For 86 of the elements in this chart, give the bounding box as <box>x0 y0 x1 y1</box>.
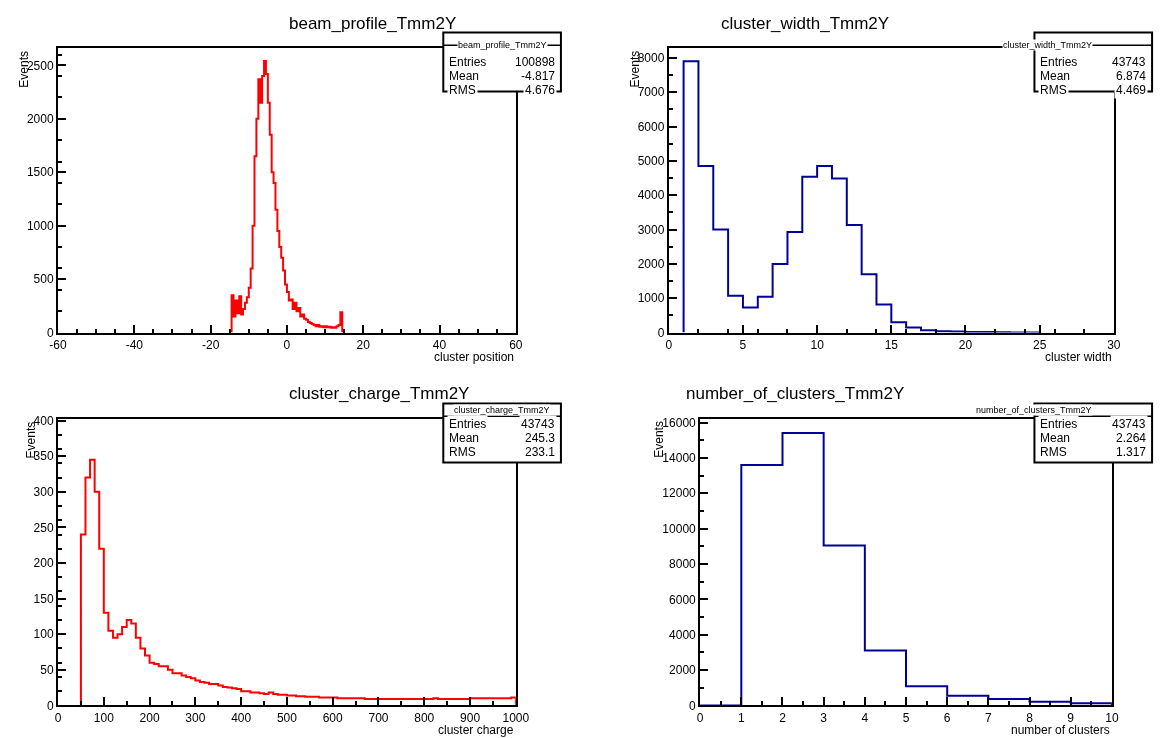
y-tick-label: 200 <box>33 556 54 571</box>
y-tick-label: 0 <box>46 698 54 713</box>
text: Mean 2.264 <box>1040 431 1147 445</box>
y-tick-label: 12000 <box>662 486 697 501</box>
x-tick-label: 2 <box>779 710 787 725</box>
x-tick-label: -40 <box>125 337 144 352</box>
x-tick-label: 700 <box>368 710 389 725</box>
text: Mean 245.3 <box>449 431 556 445</box>
x-tick-label: 10 <box>810 337 825 352</box>
x-tick-label: 3 <box>820 710 828 725</box>
x-tick-label: 15 <box>884 337 899 352</box>
x-tick-label: 1 <box>737 710 745 725</box>
y-tick-label: 0 <box>689 698 697 713</box>
y-tick-label: 6000 <box>669 592 697 607</box>
x-tick-label: 600 <box>322 710 344 725</box>
y-tick-label: 250 <box>33 520 54 535</box>
x-tick-label: 100 <box>93 710 115 725</box>
x-tick-label: 9 <box>1067 710 1075 725</box>
x-tick-label: 60 <box>509 337 523 352</box>
y-tick-label: 100 <box>33 627 54 642</box>
y-tick-label: 2000 <box>669 663 697 678</box>
y-tick-label: 0 <box>657 325 665 340</box>
text: RMS 4.676 <box>449 83 556 97</box>
text: RMS 1.317 <box>1040 445 1147 459</box>
y-tick-label: 8000 <box>669 557 697 572</box>
y-tick-label: 500 <box>33 272 54 287</box>
x-tick-label: 1000 <box>502 710 530 725</box>
y-tick-label: 1500 <box>26 165 54 180</box>
x-axis-title: cluster position <box>434 350 515 364</box>
y-tick-label: 5000 <box>637 154 665 169</box>
text: Entries 43743 <box>1040 417 1146 431</box>
y-tick-label: 1000 <box>637 291 665 306</box>
x-tick-label: -20 <box>201 337 220 352</box>
chart-title: cluster_width_Tmm2Y <box>721 14 890 33</box>
x-tick-label: 900 <box>460 710 481 725</box>
x-tick-label: 25 <box>1032 337 1047 352</box>
x-tick-label: 7 <box>985 710 993 725</box>
x-tick-label: 10 <box>1105 710 1119 725</box>
x-tick-label: -60 <box>49 337 68 352</box>
x-tick-label: 20 <box>356 337 371 352</box>
y-tick-label: 3000 <box>637 222 665 237</box>
x-tick-label: 200 <box>139 710 160 725</box>
text: RMS 233.1 <box>449 445 556 459</box>
y-tick-label: 4000 <box>669 627 697 642</box>
x-tick-label: 300 <box>185 710 206 725</box>
text: Entries 43743 <box>449 417 555 431</box>
annotation: beam_profile_Tmm2Y <box>458 40 547 50</box>
x-tick-label: 20 <box>958 337 973 352</box>
text: Entries 100898 <box>449 55 556 69</box>
text: number_of_clusters_Tmm2Y <box>976 405 1092 415</box>
x-tick-label: 0 <box>283 337 291 352</box>
text: Mean -4.817 <box>449 69 556 83</box>
text: Mean 6.874 <box>1040 69 1147 83</box>
y-tick-label: 14000 <box>662 451 697 466</box>
text: RMS 4.469 <box>1040 83 1147 97</box>
chart-title: beam_profile_Tmm2Y <box>289 14 457 33</box>
x-tick-label: 4 <box>861 710 869 725</box>
y-tick-label: 2000 <box>26 112 54 127</box>
x-tick-label: 6 <box>943 710 951 725</box>
annotation: cluster_width_Tmm2Y <box>1003 40 1093 50</box>
x-tick-label: 40 <box>432 337 447 352</box>
x-tick-label: 5 <box>739 337 747 352</box>
y-tick-label: 4000 <box>637 188 665 203</box>
x-axis-title: number of clusters <box>1011 723 1110 737</box>
y-tick-label: 300 <box>33 484 54 499</box>
x-tick-label: 8 <box>1026 710 1034 725</box>
text: cluster_charge_Tmm2Y <box>454 405 550 415</box>
x-tick-label: 5 <box>902 710 910 725</box>
y-tick-label: 6000 <box>637 119 665 134</box>
x-axis-title: cluster charge <box>438 723 514 737</box>
y-tick-label: 10000 <box>662 521 697 536</box>
x-tick-label: 30 <box>1107 337 1121 352</box>
y-tick-label: 0 <box>46 325 54 340</box>
x-tick-label: 400 <box>231 710 252 725</box>
y-tick-label: 150 <box>33 591 54 606</box>
x-tick-label: 800 <box>414 710 435 725</box>
chart-title: cluster_charge_Tmm2Y <box>289 384 470 403</box>
y-tick-label: 1000 <box>26 218 54 233</box>
y-tick-label: 50 <box>40 663 54 678</box>
chart-title: number_of_clusters_Tmm2Y <box>686 384 905 403</box>
text: Entries 43743 <box>1040 55 1146 69</box>
y-tick-label: 2000 <box>637 257 665 272</box>
y-tick-label: 350 <box>33 449 54 464</box>
y-tick-label: 16000 <box>662 415 697 430</box>
x-axis-title: cluster width <box>1045 350 1112 364</box>
x-tick-label: 500 <box>276 710 298 725</box>
